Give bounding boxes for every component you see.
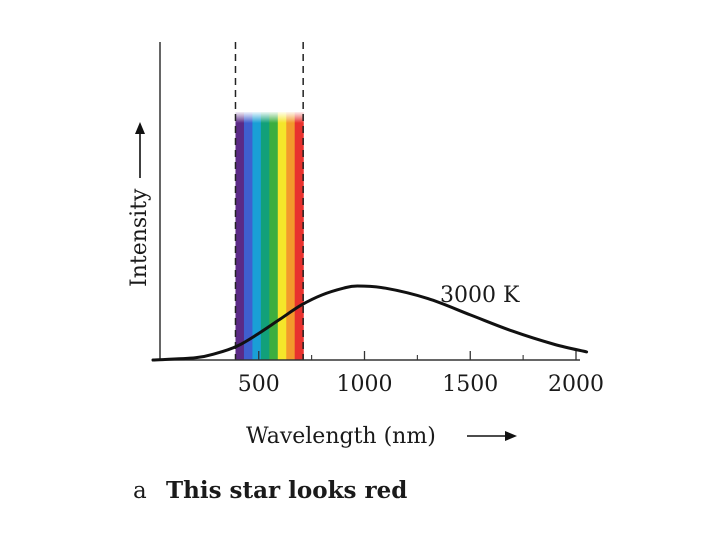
spectrum-top-fade xyxy=(234,111,305,123)
spectrum-stripe xyxy=(235,112,245,360)
caption-letter: a xyxy=(133,478,147,504)
x-tick-label: 500 xyxy=(238,372,280,397)
spectrum-stripe xyxy=(286,112,296,360)
spectrum-stripe xyxy=(260,112,270,360)
x-axis-label-group: Wavelength (nm) xyxy=(246,424,517,449)
spectrum-stripe xyxy=(269,112,279,360)
y-axis-label-group: Intensity xyxy=(127,122,152,287)
caption-text: This star looks red xyxy=(166,477,407,504)
spectrum-stripe xyxy=(252,112,262,360)
x-tick-label: 1500 xyxy=(442,372,498,397)
figure-caption: a This star looks red xyxy=(133,477,407,504)
blackbody-curve-3000k xyxy=(151,284,589,362)
x-tick-label: 2000 xyxy=(548,372,604,397)
spectrum-stripe xyxy=(243,112,253,360)
y-axis-label: Intensity xyxy=(127,188,152,287)
spectrum-stripe xyxy=(277,112,287,360)
spectrum-stripe xyxy=(294,112,304,360)
visible-spectrum-band xyxy=(235,112,304,360)
y-axis-arrow-head xyxy=(135,122,145,134)
x-axis-ticks: 500 1000 1500 2000 xyxy=(238,351,604,397)
x-axis-arrow-head xyxy=(505,431,517,441)
curve-label: 3000 K xyxy=(440,283,520,308)
x-tick-label: 1000 xyxy=(337,372,393,397)
x-axis-label: Wavelength (nm) xyxy=(246,424,436,449)
